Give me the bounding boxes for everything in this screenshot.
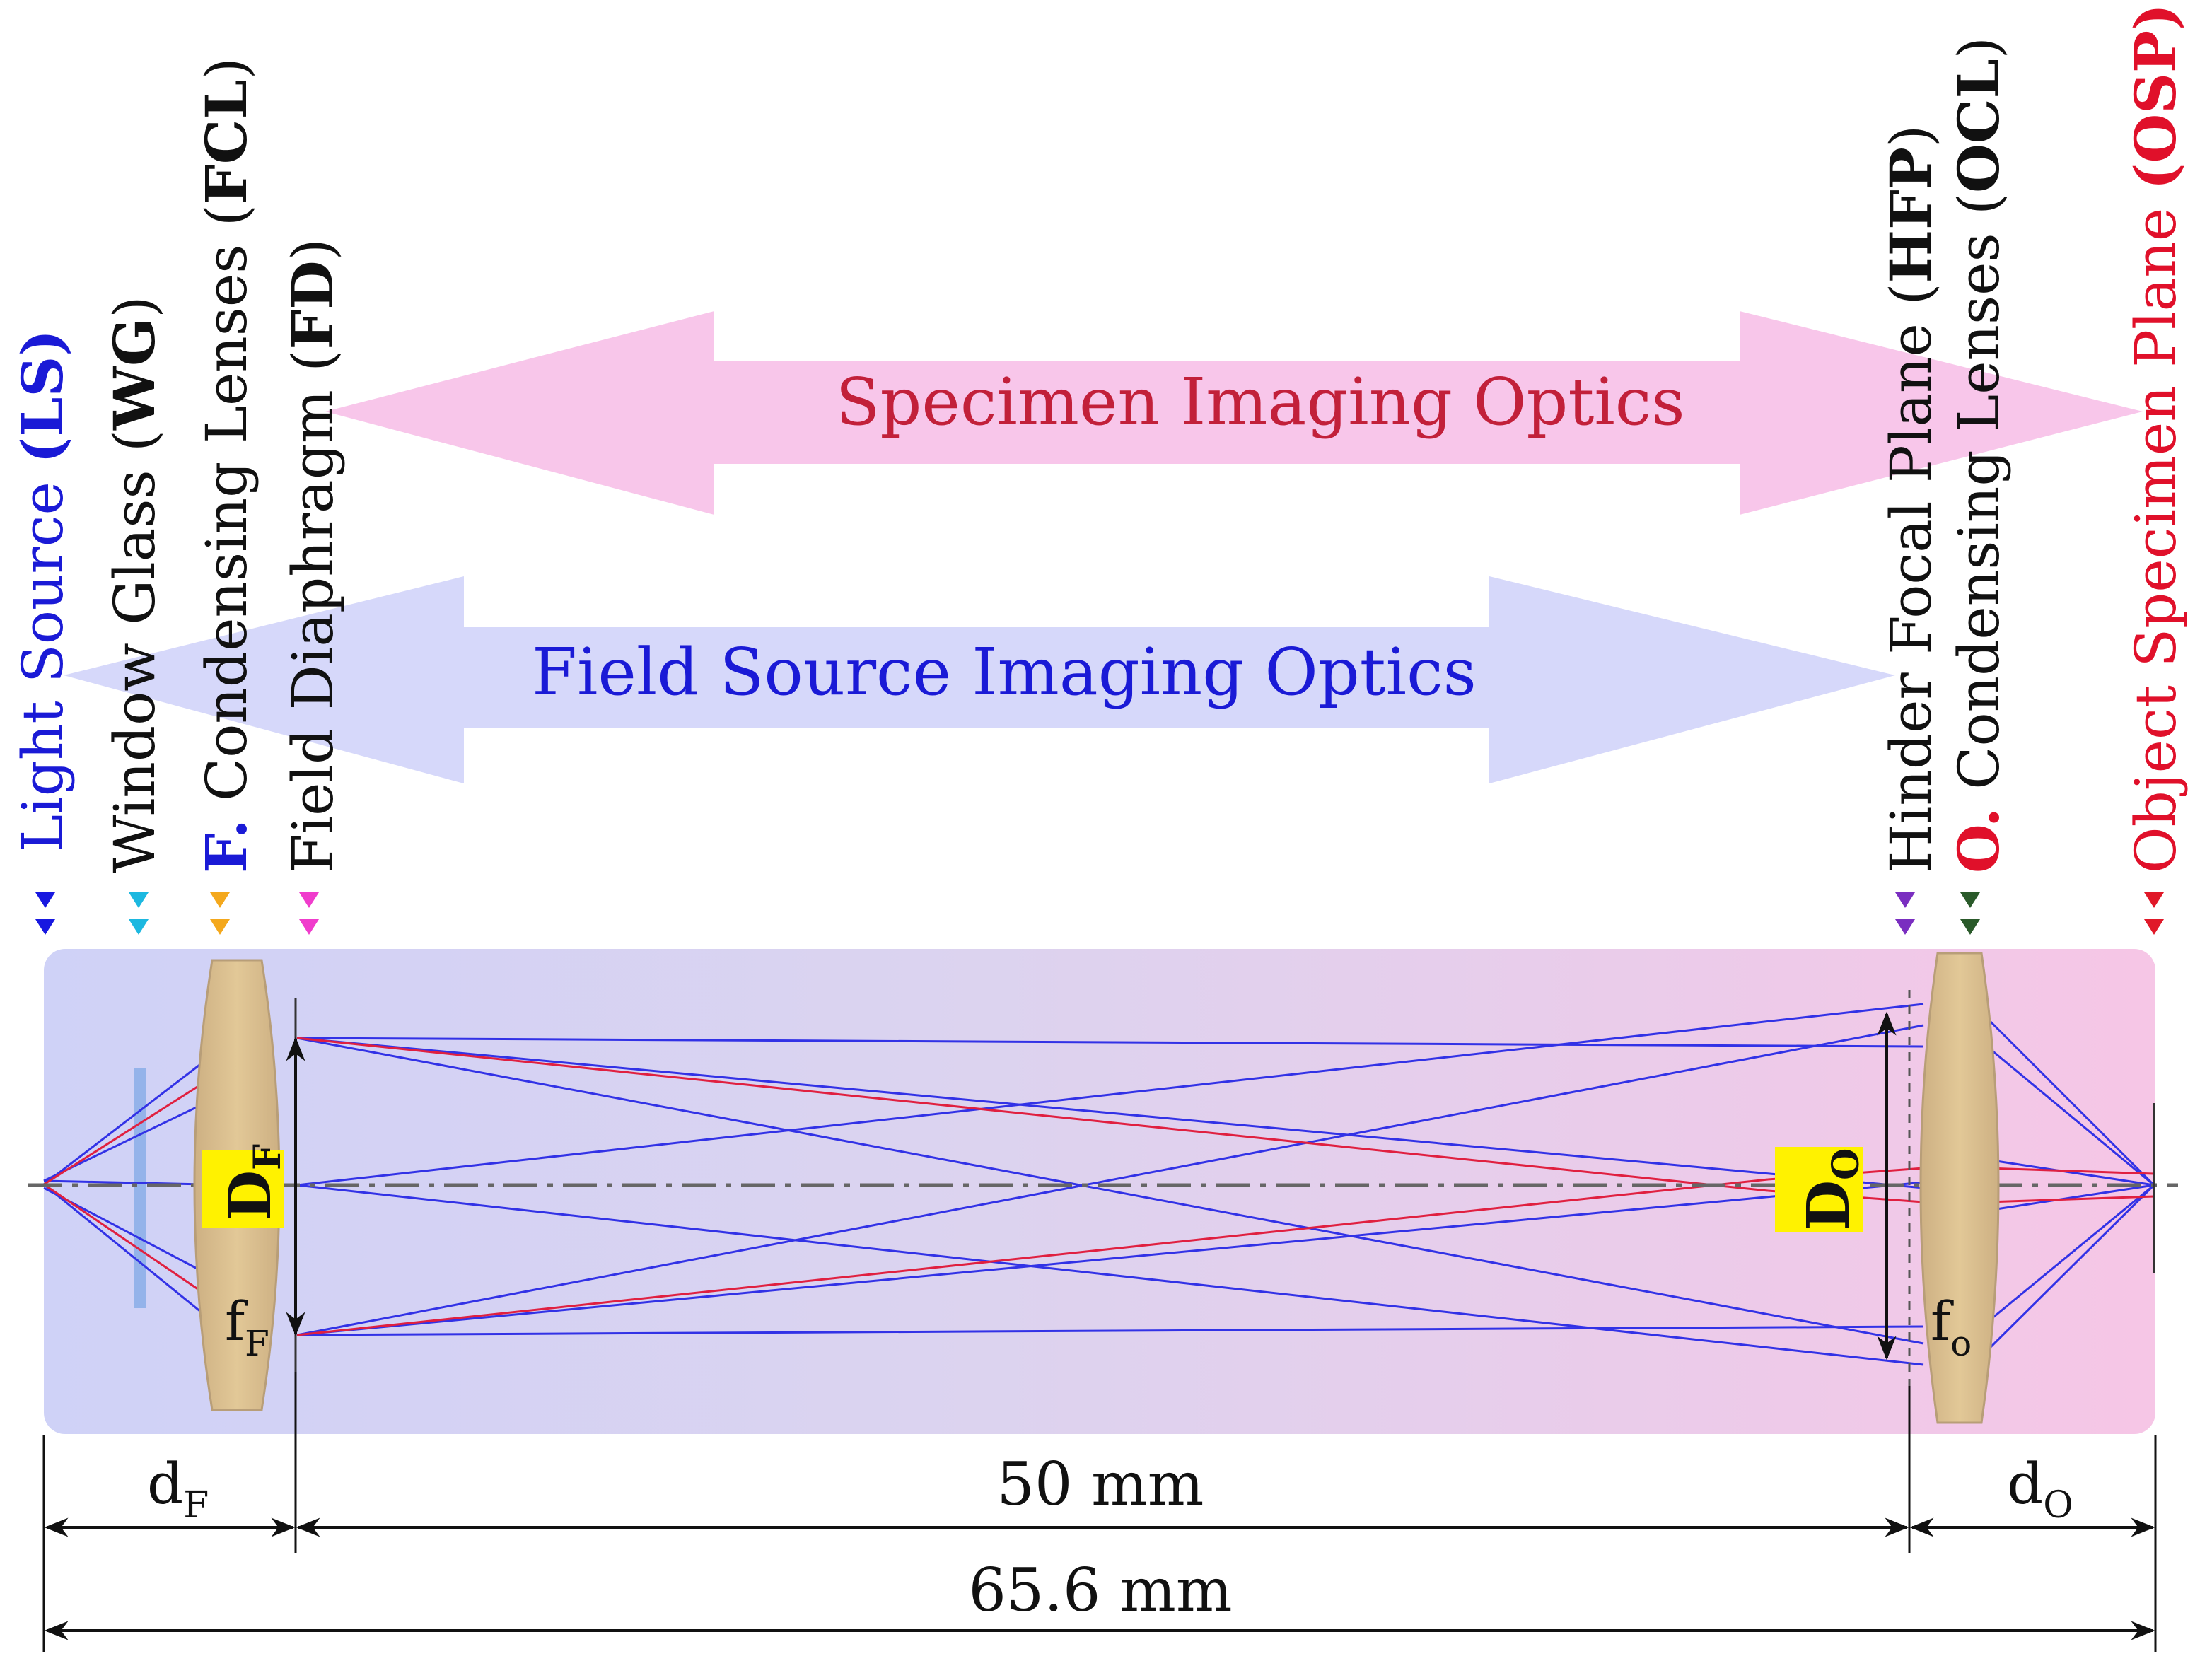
- specimen-imaging-arrow: [325, 311, 2143, 515]
- label-o-condensing-lenses: O. Condensing Lenses (OCL): [1945, 37, 2012, 873]
- hfp-text: Hinder Focal Plane (: [1878, 283, 1944, 873]
- df-label: DF: [216, 1144, 289, 1220]
- fd-close: ): [280, 238, 346, 260]
- label-object-specimen-plane: Object Specimen Plane (OSP): [2122, 4, 2189, 873]
- ls-abbr: (LS): [9, 330, 76, 464]
- fcl-close: ): [194, 57, 260, 79]
- fd-abbr: FD: [279, 260, 346, 349]
- dim-df-sub: F: [183, 1484, 209, 1527]
- hfp-close: ): [1878, 125, 1944, 147]
- osp-abbr: (OSP): [2122, 4, 2189, 190]
- fd-text: Field Diaphragm (: [280, 350, 346, 873]
- fo-label: fo: [1931, 1290, 1972, 1364]
- do-label-box: [1775, 1147, 1863, 1232]
- optical-bench-panel: [44, 949, 2155, 1434]
- df-label-box: [202, 1150, 284, 1228]
- do-sub: O: [1824, 1148, 1868, 1180]
- ocl-text: Condensing Lenses (: [1946, 193, 2012, 808]
- window-glass-plate: [134, 1068, 146, 1308]
- marker-ocl: [1960, 892, 1980, 935]
- df-sub: F: [246, 1144, 289, 1170]
- fcl-abbr: FCL: [193, 79, 260, 204]
- specimen-imaging-label: Specimen Imaging Optics: [835, 364, 1684, 440]
- marker-ls: [35, 892, 55, 935]
- dim-df-main: d: [147, 1451, 183, 1517]
- do-label: DO: [1795, 1148, 1868, 1230]
- dim-do-sub: O: [2043, 1484, 2073, 1527]
- ff-label: fF: [225, 1290, 269, 1364]
- o-condensing-lens: [1919, 952, 2000, 1424]
- label-light-source: Light Source (LS): [9, 330, 76, 852]
- ff-sub: F: [245, 1323, 269, 1364]
- label-window-glass: Window Glass (WG): [101, 296, 168, 873]
- marker-fcl: [210, 892, 230, 935]
- do-main: D: [1795, 1180, 1863, 1230]
- marker-fd: [299, 892, 319, 935]
- wg-abbr: WG: [101, 318, 168, 431]
- df-main: D: [216, 1170, 284, 1220]
- ff-main: f: [225, 1290, 248, 1353]
- ocl-prefix: O.: [1945, 808, 2012, 873]
- fo-sub: o: [1950, 1323, 1972, 1364]
- marker-osp: [2144, 892, 2164, 935]
- osp-text: Object Specimen Plane: [2123, 190, 2189, 873]
- label-f-condensing-lenses: F. Condensing Lenses (FCL): [193, 57, 260, 873]
- label-field-diaphragm: Field Diaphragm (FD): [279, 238, 346, 873]
- marker-hfp: [1895, 892, 1915, 935]
- fo-main: f: [1931, 1290, 1954, 1353]
- do-dimension-label: dO: [2007, 1451, 2073, 1527]
- ocl-abbr: OCL: [1945, 59, 2012, 193]
- df-dimension-label: dF: [147, 1451, 209, 1527]
- ocl-close: ): [1946, 37, 2012, 59]
- total-dimension-label: 65.6 mm: [968, 1556, 1232, 1625]
- dim-do-main: d: [2007, 1451, 2043, 1517]
- marker-wg: [129, 892, 149, 935]
- wg-close: ): [102, 296, 168, 317]
- wg-text: Window Glass (: [102, 430, 168, 873]
- dimension-extension-lines: [42, 1372, 2157, 1652]
- field-source-imaging-label: Field Source Imaging Optics: [532, 634, 1477, 710]
- label-hinder-focal-plane: Hinder Focal Plane (HFP): [1878, 125, 1944, 873]
- fcl-prefix: F.: [193, 819, 260, 873]
- fcl-text: Condensing Lenses (: [194, 204, 260, 819]
- mid-dimension-label: 50 mm: [997, 1450, 1204, 1519]
- ls-text: Light Source: [10, 464, 76, 852]
- hfp-abbr: HFP: [1878, 147, 1944, 284]
- field-source-imaging-arrow: [64, 576, 1895, 783]
